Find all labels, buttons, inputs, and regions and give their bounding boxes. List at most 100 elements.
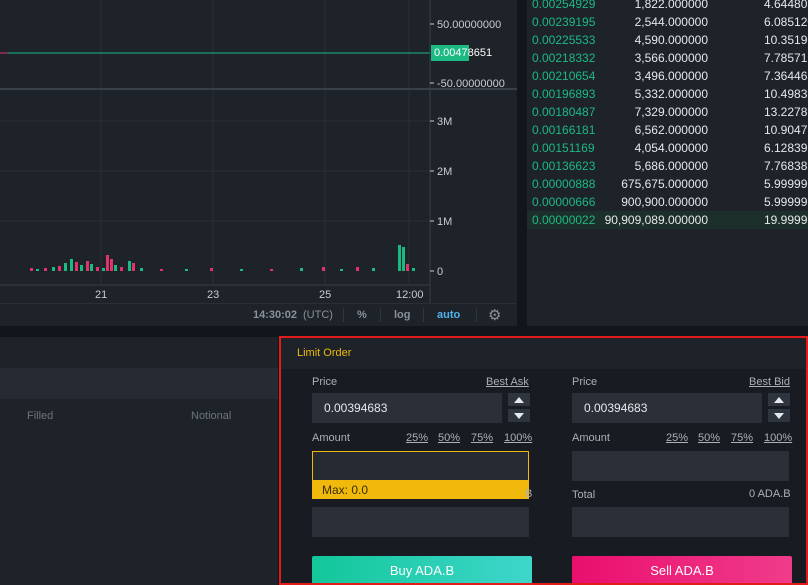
orderbook-row[interactable]: 0.00000666 900,900.000000 5.99999 [527,193,808,211]
buy-pct-75[interactable]: 75% [471,432,494,444]
volume-bar [120,267,123,271]
volume-bar [240,269,243,271]
orderbook-price: 0.00210654 [532,69,596,83]
sell-amount-input[interactable] [572,451,789,481]
orderbook-price: 0.00000888 [532,177,596,191]
orderbook-row[interactable]: 0.00136623 5,686.000000 7.768383 [527,157,808,175]
orderbook-row[interactable]: 0.00151169 4,054.000000 6.128391 [527,139,808,157]
orderbook-total: 10.35196 [764,33,808,47]
chart-canvas[interactable]: 50.00000000 -50.00000000 3M 2M 1M 0 21 2… [0,0,517,303]
sell-price-input[interactable]: 0.00394683 [572,393,762,423]
volume-bar [412,268,415,271]
buy-price-label: Price [312,376,338,388]
buy-amount-input[interactable] [312,451,529,481]
volume-bar [44,268,47,271]
orderbook-total: 19.99999 [764,213,808,227]
best-bid-link[interactable]: Best Bid [749,376,790,388]
orderbook-price: 0.00180487 [532,105,596,119]
percent-scale-toggle[interactable]: % [357,309,367,321]
x-tick-label: 12:00 [396,289,424,301]
log-scale-toggle[interactable]: log [394,309,411,321]
column-header-notional: Notional [191,410,232,422]
volume-bar [102,268,105,271]
sell-total-label: Total [572,489,596,501]
price-chart[interactable]: 50.00000000 -50.00000000 3M 2M 1M 0 21 2… [0,0,517,326]
orderbook-row[interactable]: 0.00210654 3,496.000000 7.364463 [527,67,808,85]
buy-total-input[interactable] [312,507,529,537]
orderbook-total: 7.768383 [764,159,808,173]
volume-bar [398,245,401,271]
orderbook-total: 6.128391 [764,141,808,155]
max-amount-hint: Max: 0.0 [312,481,529,499]
sell-button[interactable]: Sell ADA.B [572,556,792,583]
volume-bar [340,269,343,271]
orderbook-price: 0.00166181 [532,123,596,137]
orderbook-row[interactable]: 0.00000022 90,909,089.000000 19.99999 [527,211,808,229]
orderbook-total: 5.99999 [764,177,808,191]
y-tick-label: 50.00000000 [437,19,501,31]
sell-price-decrement-button[interactable] [768,409,790,422]
orderbook-price: 0.00218332 [532,51,596,65]
orderbook-amount: 675,675.000000 [621,177,708,191]
gear-icon[interactable]: ⚙ [488,307,502,324]
volume-tick-label: 0 [437,266,443,278]
volume-tick-label: 2M [437,166,452,178]
sell-pct-25[interactable]: 25% [666,432,689,444]
buy-price-input[interactable]: 0.00394683 [312,393,502,423]
orderbook-row[interactable]: 0.00196893 5,332.000000 10.498334 [527,85,808,103]
orderbook-price: 0.00136623 [532,159,596,173]
orderbook-row[interactable]: 0.00225533 4,590.000000 10.35196 [527,31,808,49]
auto-scale-toggle[interactable]: auto [437,309,461,321]
sell-pct-50[interactable]: 50% [698,432,721,444]
volume-bar [64,263,67,271]
orderbook-amount: 7,329.000000 [634,105,708,119]
volume-pane: 3M 2M 1M 0 21 23 25 12:00 [0,90,452,301]
volume-bar [70,259,73,271]
buy-button[interactable]: Buy ADA.B [312,556,532,583]
volume-bar [90,264,93,271]
volume-bar [52,267,55,271]
orderbook-row[interactable]: 0.00180487 7,329.000000 13.227892 [527,103,808,121]
orderbook-amount: 6,562.000000 [634,123,708,137]
orderbook-row[interactable]: 0.00166181 6,562.000000 10.904797 [527,121,808,139]
orderbook-amount: 2,544.000000 [634,15,708,29]
x-tick-label: 23 [207,289,219,301]
sell-total-input[interactable] [572,507,789,537]
orderbook-row[interactable]: 0.00218332 3,566.000000 7.785719 [527,49,808,67]
sell-price-increment-button[interactable] [768,393,790,406]
orderbook-amount: 90,909,089.000000 [604,213,708,227]
orderbook-total: 4.64480 [764,0,808,11]
volume-bar [75,262,78,271]
sell-total-value: 0 ADA.B [749,488,791,500]
orderbook-total: 13.227892 [764,105,808,119]
volume-bar [185,269,188,271]
orderbook-row[interactable]: 0.00000888 675,675.000000 5.99999 [527,175,808,193]
buy-price-decrement-button[interactable] [508,409,530,422]
sell-pct-75[interactable]: 75% [731,432,754,444]
orderbook-amount: 4,054.000000 [634,141,708,155]
volume-bar [110,259,113,271]
volume-bar [140,268,143,271]
buy-pct-100[interactable]: 100% [504,432,533,444]
sell-price-label: Price [572,376,598,388]
orderbook-row[interactable]: 0.00254929 1,822.000000 4.64480 [527,0,808,13]
buy-pct-50[interactable]: 50% [438,432,461,444]
volume-bar [96,267,99,271]
volume-bar [322,267,325,271]
volume-bar [86,261,89,271]
current-price-tag: 0.00478651 [431,45,492,61]
buy-pct-25[interactable]: 25% [406,432,429,444]
buy-price-increment-button[interactable] [508,393,530,406]
orderbook-total: 7.364463 [764,69,808,83]
volume-tick-label: 1M [437,216,452,228]
orderbook-amount: 5,686.000000 [634,159,708,173]
orderbook-price: 0.00000022 [532,213,596,227]
chart-timezone[interactable]: (UTC) [303,309,333,321]
volume-bar [300,268,303,271]
buy-amount-label: Amount [312,432,350,444]
best-ask-link[interactable]: Best Ask [486,376,529,388]
chart-toolbar: 14:30:02 (UTC) % log auto ⚙ [0,303,517,326]
sell-pct-100[interactable]: 100% [764,432,793,444]
